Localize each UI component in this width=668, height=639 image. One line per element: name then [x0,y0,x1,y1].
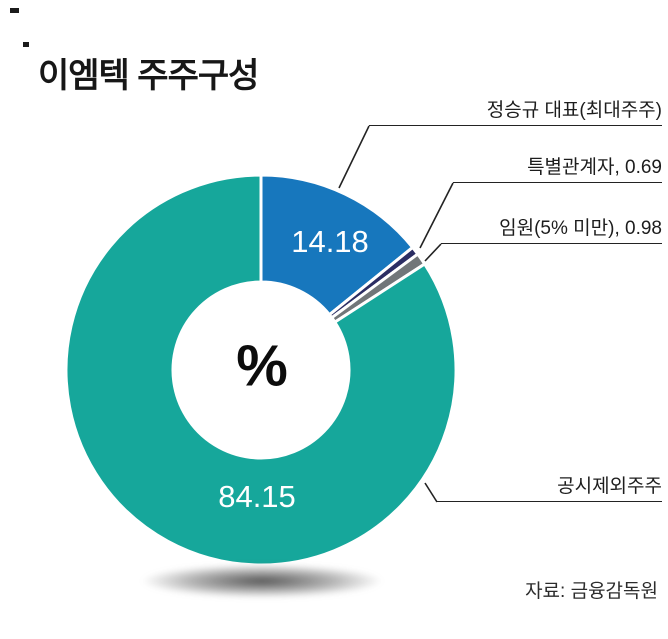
center-percent-symbol: % [236,333,288,399]
corner-mark [23,42,29,47]
donut-slice-3 [64,173,458,567]
slice-value-label-ceo: 14.18 [291,224,369,259]
leader-line-0 [338,125,370,189]
callout-ceo-largest-shareholder: 정승규 대표(최대주주) [369,99,662,126]
leader-line-2 [424,243,442,262]
callout-non-disclosed-shareholders: 공시제외주주 [437,475,662,502]
source-credit: 자료: 금융감독원 [525,581,658,602]
leader-line-3 [424,482,438,503]
callout-special-related-party: 특별관계자, 0.69 [453,156,662,183]
slice-value-label-public: 84.15 [218,479,296,514]
chart-title: 이엠텍 주주구성 [38,57,259,95]
leader-line-1 [419,182,454,249]
donut-drop-shadow [140,564,384,598]
corner-mark [10,8,19,13]
callout-executives-under-5pct: 임원(5% 미만), 0.98 [441,217,662,244]
